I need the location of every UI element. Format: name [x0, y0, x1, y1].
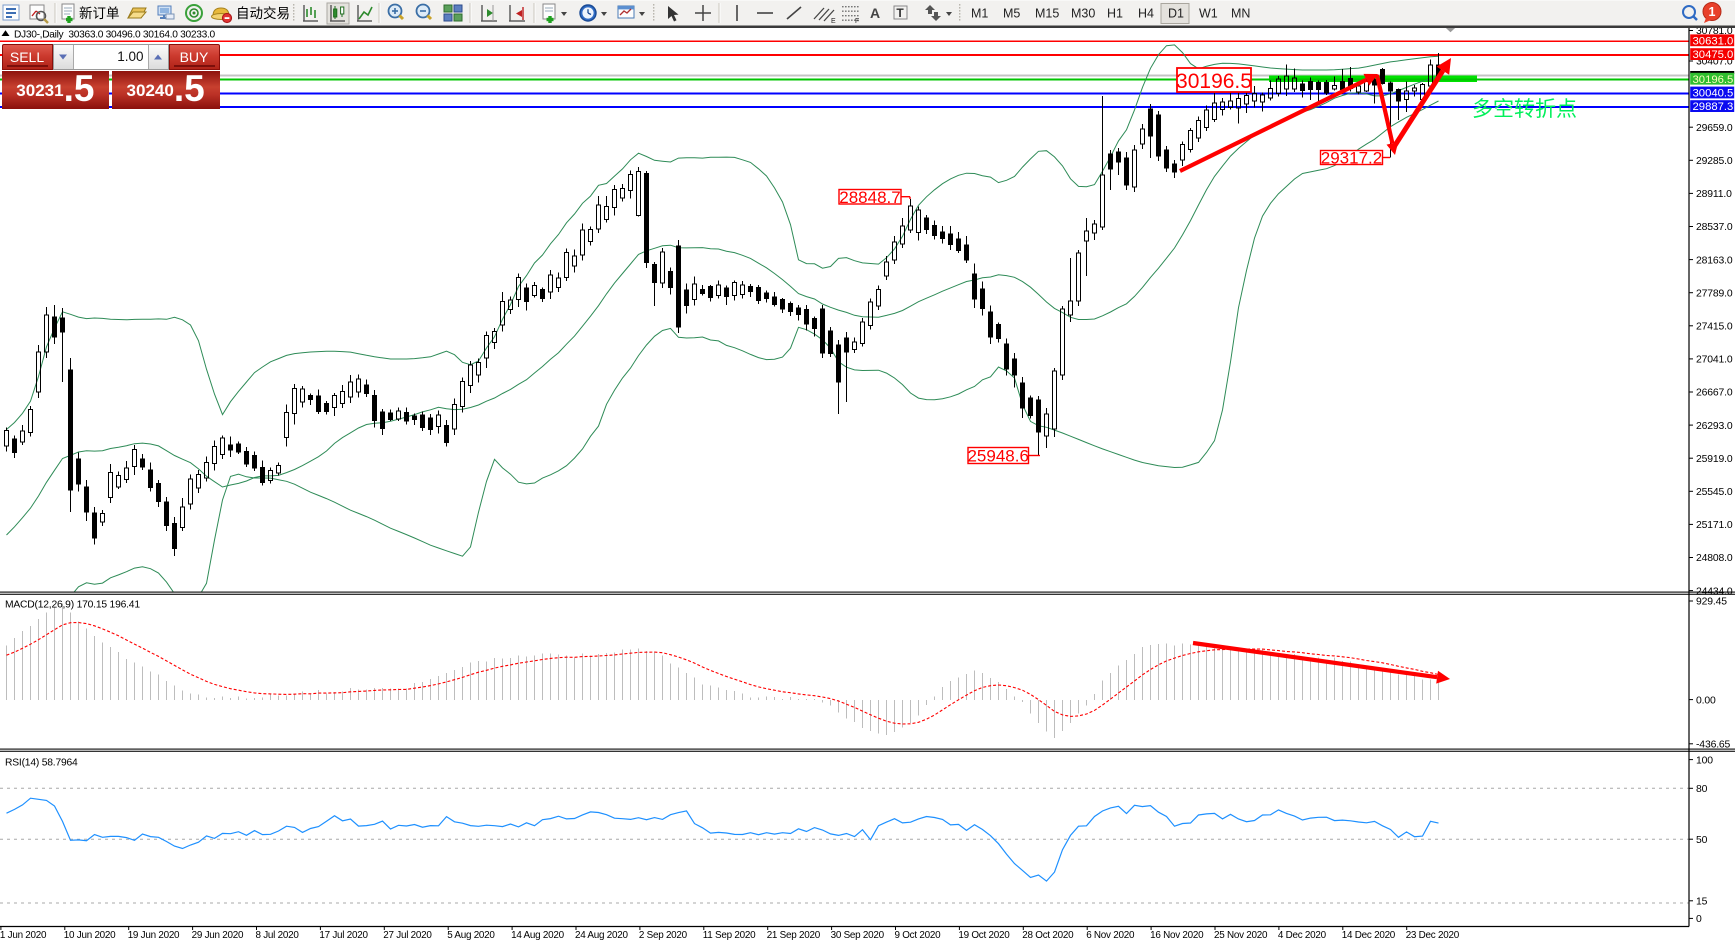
svg-text:30631.0: 30631.0 [1693, 35, 1734, 47]
svg-text:25171.0: 25171.0 [1696, 520, 1733, 531]
svg-text:30196.5: 30196.5 [1176, 70, 1252, 93]
svg-text:25545.0: 25545.0 [1696, 487, 1733, 498]
svg-text:14 Aug 2020: 14 Aug 2020 [511, 930, 564, 941]
svg-text:0: 0 [1696, 914, 1702, 925]
svg-text:6 Nov 2020: 6 Nov 2020 [1086, 930, 1135, 941]
svg-text:11 Sep 2020: 11 Sep 2020 [703, 930, 756, 941]
svg-text:M1: M1 [971, 7, 988, 21]
svg-text:30407.0: 30407.0 [1696, 57, 1733, 68]
svg-text:4 Dec 2020: 4 Dec 2020 [1278, 930, 1327, 941]
svg-text:DJ30-,Daily 30363.0 30496.0 3: DJ30-,Daily 30363.0 30496.0 30164.0 3023… [14, 29, 216, 40]
svg-text:28163.0: 28163.0 [1696, 255, 1733, 266]
svg-text:MN: MN [1231, 7, 1250, 21]
svg-text:-436.65: -436.65 [1696, 740, 1731, 751]
svg-text:H4: H4 [1138, 7, 1154, 21]
svg-text:929.45: 929.45 [1696, 597, 1727, 608]
svg-text:30196.5: 30196.5 [1693, 74, 1734, 86]
svg-text:26293.0: 26293.0 [1696, 421, 1733, 432]
svg-text:M30: M30 [1071, 7, 1095, 21]
svg-text:50: 50 [1696, 835, 1708, 846]
svg-text:自动交易: 自动交易 [236, 5, 290, 21]
svg-text:14 Dec 2020: 14 Dec 2020 [1342, 930, 1396, 941]
svg-text:MACD(12,26,9) 170.15 196.41: MACD(12,26,9) 170.15 196.41 [5, 599, 140, 610]
svg-text:25948.6: 25948.6 [967, 447, 1028, 466]
svg-text:28537.0: 28537.0 [1696, 222, 1733, 233]
svg-text:27 Jul 2020: 27 Jul 2020 [383, 930, 432, 941]
svg-text:28 Oct 2020: 28 Oct 2020 [1022, 930, 1074, 941]
svg-text:19 Oct 2020: 19 Oct 2020 [958, 930, 1010, 941]
svg-text:8 Jul 2020: 8 Jul 2020 [256, 930, 300, 941]
svg-text:30 Sep 2020: 30 Sep 2020 [831, 930, 885, 941]
svg-text:28848.7: 28848.7 [839, 188, 900, 207]
svg-text:17 Jul 2020: 17 Jul 2020 [319, 930, 368, 941]
svg-text:80: 80 [1696, 784, 1708, 795]
svg-text:19 Jun 2020: 19 Jun 2020 [128, 930, 180, 941]
svg-text:26667.0: 26667.0 [1696, 388, 1733, 399]
svg-text:16 Nov 2020: 16 Nov 2020 [1150, 930, 1204, 941]
svg-text:100: 100 [1696, 755, 1713, 766]
svg-text:5 Aug 2020: 5 Aug 2020 [447, 930, 495, 941]
svg-text:15: 15 [1696, 897, 1708, 908]
svg-text:25919.0: 25919.0 [1696, 454, 1733, 465]
svg-text:30475.0: 30475.0 [1693, 49, 1734, 61]
svg-text:M15: M15 [1035, 7, 1059, 21]
svg-text:H1: H1 [1107, 7, 1123, 21]
svg-text:21 Sep 2020: 21 Sep 2020 [767, 930, 821, 941]
svg-text:25 Nov 2020: 25 Nov 2020 [1214, 930, 1268, 941]
svg-text:29317.2: 29317.2 [1321, 149, 1382, 168]
svg-text:10 Jun 2020: 10 Jun 2020 [64, 930, 116, 941]
svg-text:29 Jun 2020: 29 Jun 2020 [192, 930, 244, 941]
svg-text:多空转折点: 多空转折点 [1472, 98, 1577, 121]
svg-text:29659.0: 29659.0 [1696, 123, 1733, 134]
svg-text:1 Jun 2020: 1 Jun 2020 [0, 930, 47, 941]
svg-text:D1: D1 [1168, 7, 1184, 21]
svg-text:A: A [870, 5, 880, 21]
svg-text:新订单: 新订单 [79, 6, 120, 21]
svg-text:2 Sep 2020: 2 Sep 2020 [639, 930, 688, 941]
svg-text:27041.0: 27041.0 [1696, 355, 1733, 366]
svg-text:RSI(14) 58.7964: RSI(14) 58.7964 [5, 757, 78, 768]
svg-text:23 Dec 2020: 23 Dec 2020 [1406, 930, 1460, 941]
svg-text:27789.0: 27789.0 [1696, 288, 1733, 299]
svg-text:27415.0: 27415.0 [1696, 322, 1733, 333]
svg-text:T: T [896, 6, 904, 20]
svg-text:0.00: 0.00 [1696, 695, 1716, 706]
svg-text:24 Aug 2020: 24 Aug 2020 [575, 930, 628, 941]
svg-text:30781.0: 30781.0 [1696, 26, 1733, 37]
svg-text:E: E [831, 18, 836, 25]
svg-text:29887.3: 29887.3 [1693, 101, 1734, 113]
svg-text:F: F [855, 18, 859, 25]
svg-text:M5: M5 [1003, 7, 1020, 21]
svg-text:1: 1 [1709, 5, 1716, 19]
svg-text:28911.0: 28911.0 [1696, 189, 1732, 200]
svg-text:24808.0: 24808.0 [1696, 553, 1733, 564]
svg-text:W1: W1 [1199, 7, 1218, 21]
svg-text:30040.5: 30040.5 [1693, 88, 1734, 100]
svg-text:9 Oct 2020: 9 Oct 2020 [895, 930, 942, 941]
svg-text:24434.0: 24434.0 [1696, 586, 1733, 597]
svg-text:29285.0: 29285.0 [1696, 156, 1733, 167]
